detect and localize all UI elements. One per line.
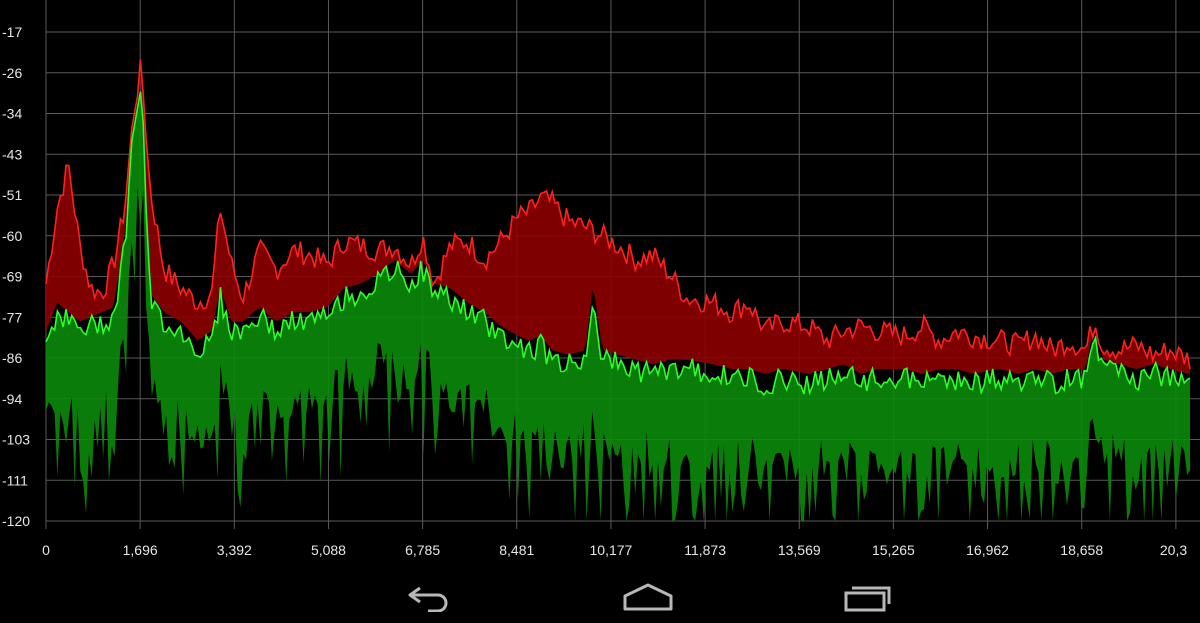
home-button[interactable]	[588, 570, 708, 623]
recents-button[interactable]	[808, 570, 928, 623]
x-tick-label: 1,696	[123, 542, 158, 558]
x-tick-label: 6,785	[405, 542, 440, 558]
y-axis: -17 -26 -34 -43 -51 -60 -69 -77 -86 -94 -103 -111 -1…	[2, 24, 30, 529]
y-tick-label: -26	[2, 65, 22, 81]
y-tick-label: -120	[2, 513, 30, 529]
x-tick-label: 15,265	[872, 542, 915, 558]
x-tick-label: 16,962	[966, 542, 1009, 558]
spectrum-plot: -17 -26 -34 -43 -51 -60 -69 -77 -86 -94 -103 -111 -1…	[2, 0, 1200, 558]
y-tick-label: -17	[2, 24, 22, 40]
y-tick-label: -111	[2, 472, 28, 488]
x-tick-label: 13,569	[778, 542, 821, 558]
y-tick-label: -69	[2, 269, 22, 285]
x-tick-label: 3,392	[217, 542, 252, 558]
x-tick-label: 5,088	[311, 542, 346, 558]
series-layer	[45, 59, 1191, 521]
current-series-area	[46, 91, 1190, 521]
current-series-line	[45, 91, 1191, 396]
navigation-bar	[0, 570, 1200, 623]
y-tick-label: -86	[2, 350, 22, 366]
x-tick-label: 18,658	[1060, 542, 1103, 558]
y-tick-label: -77	[2, 309, 22, 325]
peak-series-area	[46, 59, 1190, 374]
back-button[interactable]	[370, 570, 490, 623]
y-tick-label: -103	[2, 432, 30, 448]
back-arrow-icon	[408, 586, 448, 612]
y-tick-label: -34	[2, 106, 22, 122]
spectrum-chart: -17 -26 -34 -43 -51 -60 -69 -77 -86 -94 -103 -111 -1…	[2, 0, 1200, 558]
peak-series-line	[45, 59, 1191, 370]
y-tick-label: -94	[2, 391, 22, 407]
x-tick-label: 8,481	[499, 542, 534, 558]
y-tick-label: -60	[2, 228, 22, 244]
x-axis: 0 1,696 3,392 5,088 6,785 8,481 10,177 11,873 13…	[42, 542, 1187, 558]
x-tick-label: 10,177	[590, 542, 633, 558]
x-tick-label: 20,3	[1160, 542, 1187, 558]
y-tick-label: -43	[2, 146, 22, 162]
home-icon	[623, 583, 673, 610]
recents-icon	[844, 586, 891, 611]
y-tick-label: -51	[2, 187, 22, 203]
x-tick-label: 0	[42, 542, 50, 558]
x-tick-label: 11,873	[684, 542, 726, 558]
